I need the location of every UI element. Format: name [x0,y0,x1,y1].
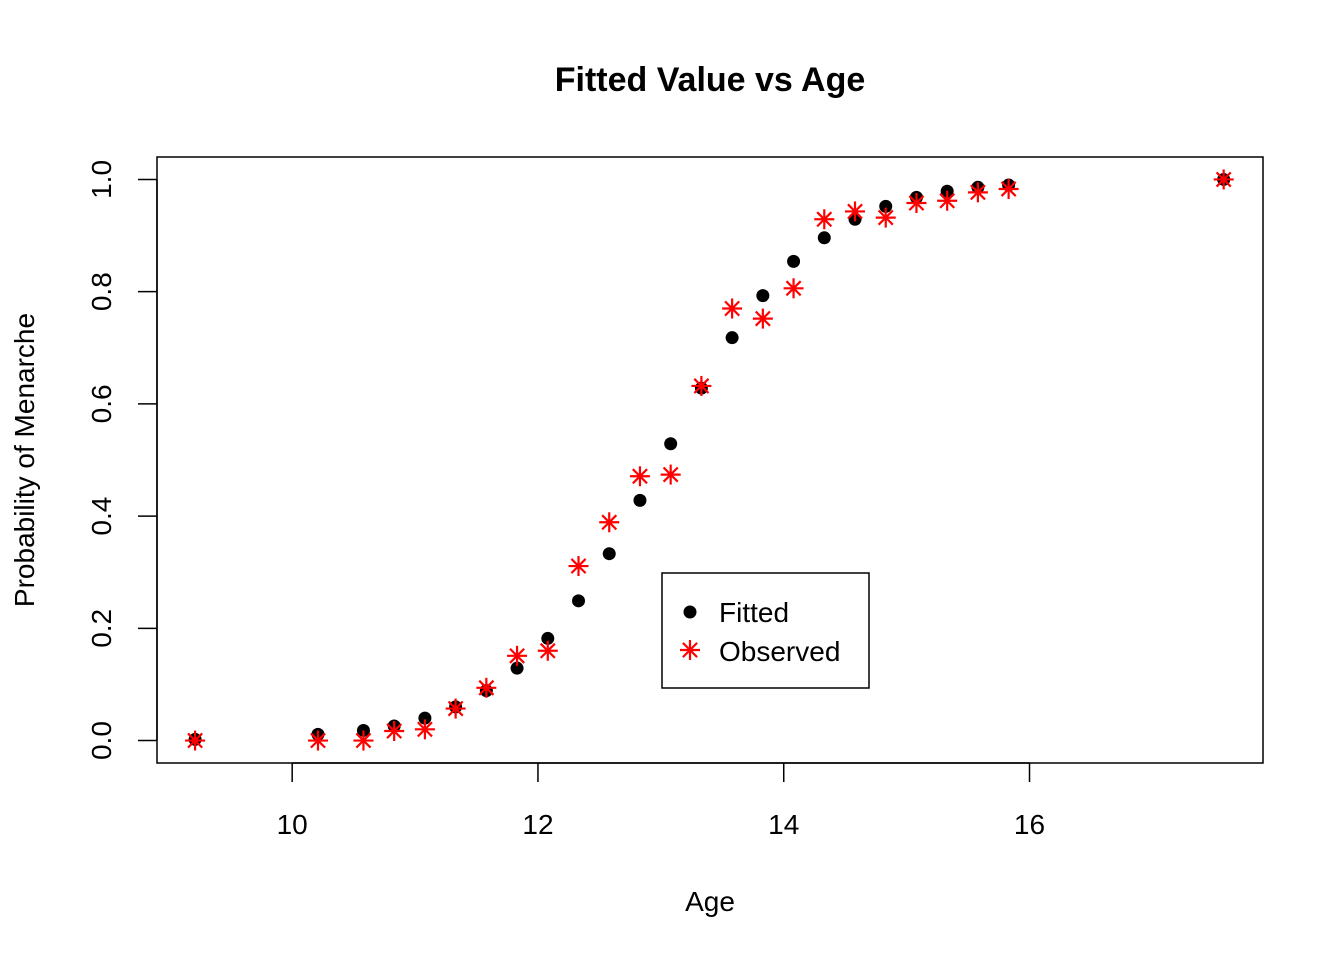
legend-observed-asterisk [680,640,700,660]
y-tick-label: 0.8 [86,272,117,311]
observed-point [998,178,1019,199]
observed-point [967,182,988,203]
x-tick-label: 10 [277,809,308,840]
observed-point [384,721,405,742]
observed-point [476,677,497,698]
x-tick-label: 16 [1014,809,1045,840]
fitted-point [725,331,739,345]
legend-observed-label: Observed [719,636,840,667]
fitted-point [756,289,770,303]
y-tick-label: 0.0 [86,721,117,760]
observed-point [783,278,804,299]
y-axis: 0.0 0.2 0.4 0.6 0.8 1.0 [86,160,158,760]
observed-point [691,375,712,396]
observed-point [353,730,374,751]
y-tick-label: 0.4 [86,497,117,536]
observed-point [445,698,466,719]
observed-point [307,730,328,751]
observed-point [568,556,589,577]
x-axis: 10 12 14 16 [277,762,1045,840]
observed-point [599,512,620,533]
x-axis-label: Age [685,886,735,917]
observed-point [906,193,927,214]
fitted-point [572,594,586,608]
observed-point [507,645,528,666]
y-tick-label: 1.0 [86,160,117,199]
legend: Fitted Observed [661,572,870,689]
observed-point [845,201,866,222]
fitted-point [356,723,370,737]
observed-point [875,207,896,228]
observed-point [722,298,743,319]
observed-point [814,209,835,230]
fitted-point [879,199,893,213]
legend-fitted-label: Fitted [719,597,789,628]
legend-fitted-marker [683,605,697,619]
observed-point [414,719,435,740]
observed-point [752,308,773,329]
legend-observed-marker [680,640,700,660]
observed-point [629,466,650,487]
x-tick-label: 14 [768,809,799,840]
observed-point [1213,169,1234,190]
fitted-point [787,254,801,268]
plot-frame [156,156,1264,764]
observed-point [937,190,958,211]
fitted-point [418,711,432,725]
fitted-point [602,547,616,561]
fitted-point [664,437,678,451]
chart-title: Fitted Value vs Age [555,61,866,99]
fitted-point [510,661,524,675]
data-points [185,169,1234,751]
observed-point [660,464,681,485]
fitted-point [541,631,555,645]
y-tick-label: 0.2 [86,609,117,648]
x-tick-label: 12 [522,809,553,840]
fitted-point [817,231,831,245]
legend-box [661,572,870,689]
fitted-point [633,493,647,507]
observed-point [185,730,206,751]
observed-point [537,640,558,661]
y-axis-label: Probability of Menarche [9,313,40,607]
y-tick-label: 0.6 [86,384,117,423]
